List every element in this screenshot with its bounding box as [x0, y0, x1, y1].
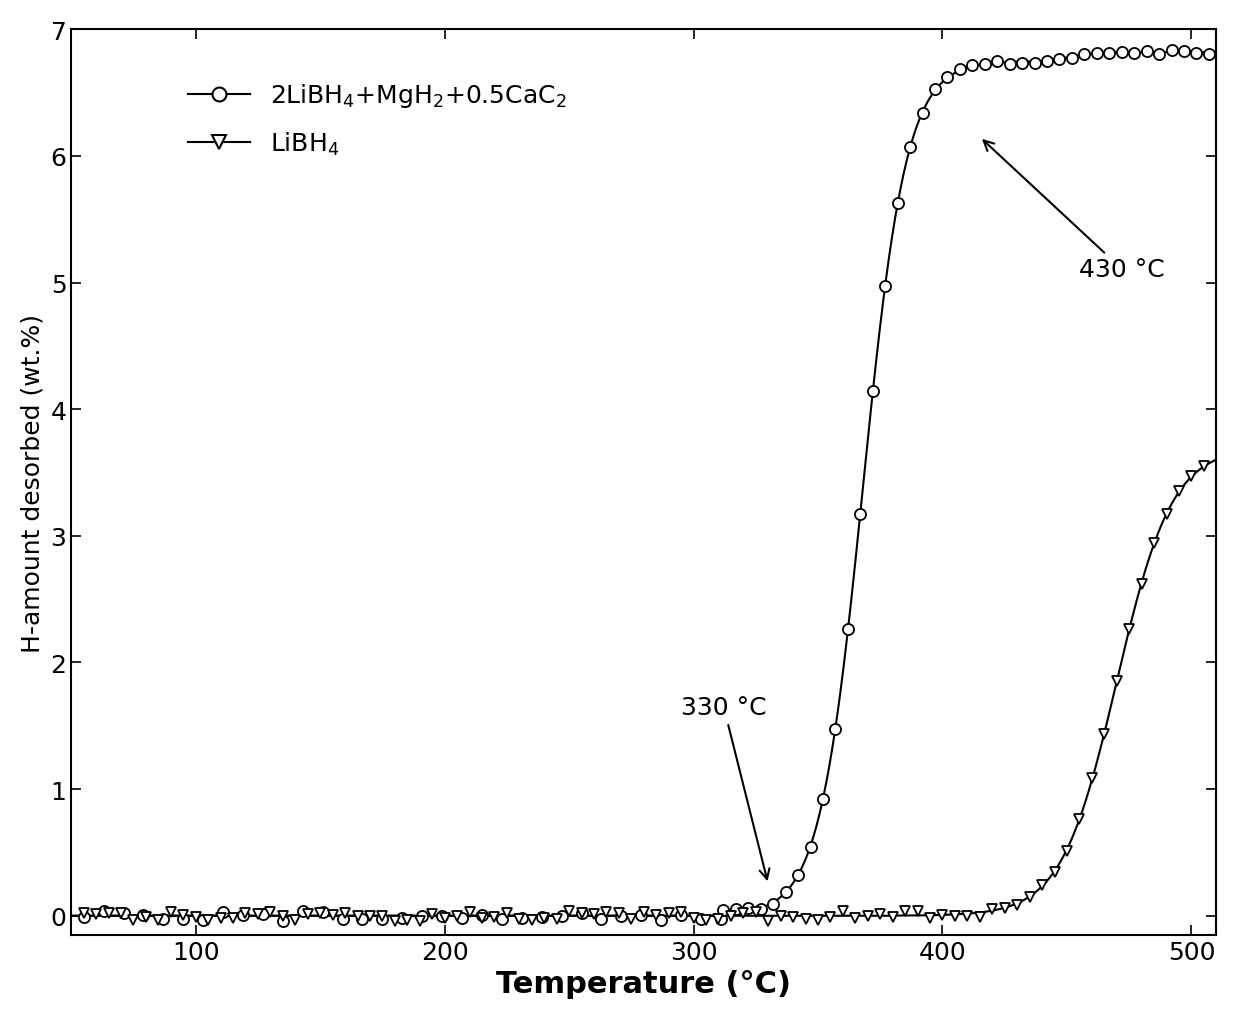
- Y-axis label: H-amount desorbed (wt.%): H-amount desorbed (wt.%): [21, 313, 45, 652]
- Legend: 2LiBH$_4$+MgH$_2$+0.5CaC$_2$, LiBH$_4$: 2LiBH$_4$+MgH$_2$+0.5CaC$_2$, LiBH$_4$: [175, 70, 579, 170]
- X-axis label: Temperature (°C): Temperature (°C): [496, 969, 791, 999]
- Text: 430 °C: 430 °C: [983, 142, 1166, 282]
- Text: 330 °C: 330 °C: [681, 696, 769, 879]
